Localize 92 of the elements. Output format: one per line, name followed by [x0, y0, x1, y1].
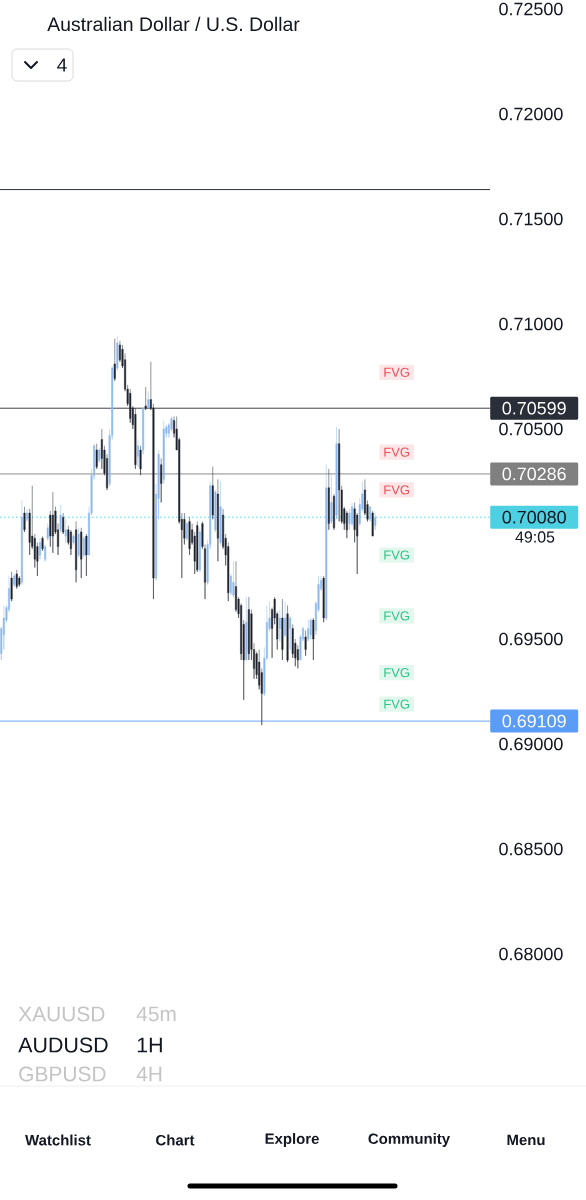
- candlestick: [333, 493, 335, 531]
- candlestick: [10, 571, 13, 602]
- candlestick: [15, 569, 18, 589]
- annotation: FVG: [384, 367, 409, 377]
- candlestick: [72, 533, 75, 545]
- text: Menu: [507, 1134, 545, 1146]
- candlestick: [162, 420, 165, 484]
- candlestick: [278, 609, 281, 642]
- ref-line-label: 0.69109: [502, 714, 566, 728]
- candlestick: [137, 439, 139, 468]
- candlestick: [160, 458, 163, 503]
- candlestick: [351, 502, 353, 526]
- y-tick-label: 0.70500: [499, 422, 563, 436]
- text: 45m: [136, 1006, 176, 1022]
- text: 49:05: [515, 531, 555, 543]
- candlestick: [139, 445, 142, 476]
- candlestick: [211, 466, 214, 520]
- candlestick: [20, 500, 23, 585]
- candlestick: [338, 428, 341, 522]
- candlestick: [281, 598, 284, 661]
- candlestick: [369, 506, 372, 522]
- candlestick: [335, 426, 338, 520]
- candlestick: [219, 481, 222, 545]
- candlestick: [82, 535, 85, 558]
- candlestick: [98, 447, 101, 463]
- candlestick: [64, 519, 67, 543]
- ref-line-label: 0.70080: [502, 510, 566, 524]
- ref-line-label: 0.70286: [502, 467, 566, 481]
- text: 4H: [136, 1066, 162, 1082]
- candlestick: [44, 544, 47, 562]
- candlestick: [345, 510, 348, 539]
- text: GBPUSD: [19, 1066, 106, 1082]
- y-tick-label: 0.72000: [499, 107, 563, 121]
- y-tick-label: 0.69500: [499, 632, 563, 646]
- text: 1H: [137, 1037, 162, 1053]
- candlestick: [188, 516, 191, 556]
- annotation: 4: [57, 58, 67, 72]
- candlestick: [23, 506, 26, 533]
- candlestick: [289, 615, 292, 650]
- candlestick: [77, 527, 80, 558]
- candlestick: [144, 386, 147, 411]
- text: AUDUSD: [18, 1037, 108, 1053]
- y-tick-label: 0.72500: [499, 2, 563, 16]
- ref-line-label: 0.70599: [502, 401, 566, 415]
- text: Chart: [156, 1134, 195, 1146]
- candlestick: [39, 537, 41, 560]
- candlestick: [371, 510, 374, 537]
- candlestick: [325, 464, 328, 621]
- candlestick: [216, 479, 219, 562]
- candlestick: [85, 533, 88, 577]
- y-tick-label: 0.69000: [499, 737, 563, 751]
- candlestick: [147, 390, 150, 409]
- candlestick: [46, 523, 49, 541]
- text: Explore: [265, 1133, 319, 1147]
- candlestick: [142, 407, 145, 455]
- candlestick: [327, 468, 330, 531]
- candlestick: [286, 605, 289, 663]
- y-tick-label: 0.68000: [499, 947, 563, 961]
- candlestick: [26, 508, 29, 522]
- candlestick: [284, 600, 286, 638]
- text: XAUUSD: [18, 1006, 105, 1022]
- candlestick: [51, 491, 54, 554]
- candlestick: [312, 617, 315, 661]
- candlestick: [69, 529, 72, 556]
- text: Watchlist: [25, 1134, 91, 1146]
- candlestick: [232, 561, 235, 598]
- y-tick-label: 0.71500: [499, 212, 563, 226]
- annotation: FVG: [384, 611, 409, 621]
- candlestick: [214, 489, 217, 533]
- candlestick: [304, 630, 307, 657]
- chart-title: Australian Dollar / U.S. Dollar: [47, 16, 300, 32]
- annotation: FVG: [384, 485, 409, 495]
- candlestick: [13, 573, 16, 587]
- candlestick: [75, 521, 78, 583]
- annotation: FVG: [384, 447, 409, 457]
- y-tick-label: 0.71000: [499, 317, 563, 331]
- candlestick: [41, 535, 44, 552]
- text: Community: [368, 1133, 451, 1147]
- candlestick: [113, 338, 116, 381]
- annotation: FVG: [384, 550, 409, 560]
- candlestick: [198, 527, 201, 573]
- candlestick: [186, 521, 188, 541]
- annotation: FVG: [384, 668, 409, 678]
- candlestick: [59, 504, 62, 533]
- candlestick: [80, 527, 83, 579]
- candlestick: [62, 512, 65, 535]
- candlestick: [196, 521, 199, 573]
- y-tick-label: 0.68500: [499, 842, 563, 856]
- annotation: FVG: [384, 699, 409, 709]
- candlestick: [330, 474, 333, 524]
- candlestick: [95, 443, 98, 470]
- candlestick: [374, 512, 377, 531]
